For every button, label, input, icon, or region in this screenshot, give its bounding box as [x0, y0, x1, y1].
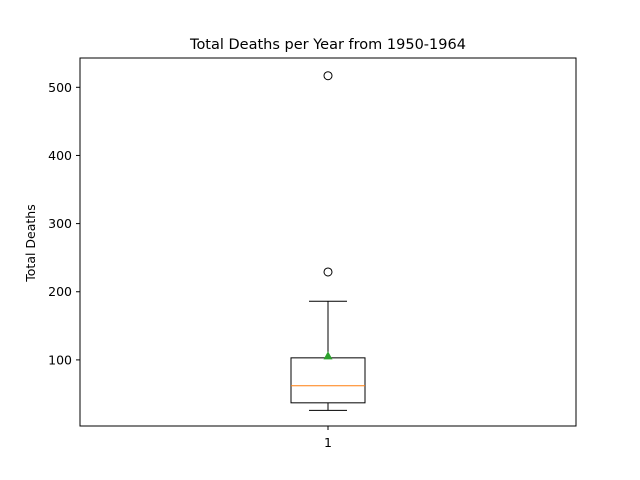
plot-frame [79, 57, 577, 427]
outlier-point [323, 71, 333, 81]
x-tick-label: 1 [324, 435, 332, 450]
y-tick-label: 500 [48, 80, 72, 95]
y-tick-label: 300 [48, 216, 72, 231]
y-tick-label: 400 [48, 148, 72, 163]
y-axis-label: Total Deaths [23, 204, 38, 282]
outlier-point [323, 267, 333, 277]
y-tick-label: 100 [48, 352, 72, 367]
chart-title: Total Deaths per Year from 1950-1964 [189, 37, 466, 53]
mean-marker [323, 351, 333, 360]
y-tick-label: 200 [48, 284, 72, 299]
interquartile-box [290, 357, 366, 404]
